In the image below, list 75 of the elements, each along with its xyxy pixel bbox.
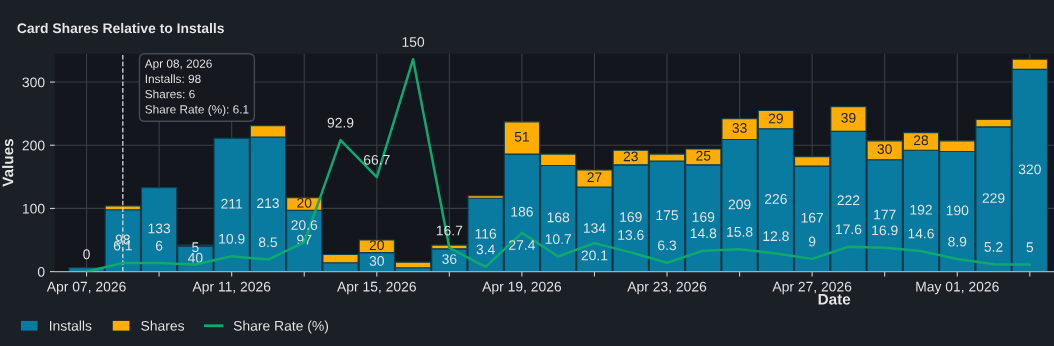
data-label: 6.3 <box>658 240 677 251</box>
data-label: 190 <box>946 205 969 216</box>
data-label: 27 <box>587 172 602 183</box>
y-axis-title: Values <box>2 139 14 187</box>
data-label: 150 <box>402 36 425 47</box>
data-label: 320 <box>1018 164 1041 175</box>
data-label: 209 <box>728 199 751 210</box>
legend-label: Shares <box>141 320 185 331</box>
data-label: 28 <box>913 135 929 146</box>
data-label: 39 <box>841 112 856 123</box>
data-label: 8.9 <box>948 236 967 247</box>
data-label: 222 <box>837 195 860 206</box>
x-tick-label: Apr 15, 2026 <box>337 281 416 295</box>
data-label: 20.6 <box>291 220 318 230</box>
x-tick-label: Apr 27, 2026 <box>772 281 852 295</box>
data-label: 192 <box>910 204 932 215</box>
data-label: 186 <box>511 206 533 217</box>
data-label: 211 <box>221 198 243 209</box>
x-tick-label: Apr 07, 2026 <box>46 281 126 295</box>
data-label: 10.9 <box>219 233 245 244</box>
y-tick-label: 200 <box>22 140 45 151</box>
data-label: 168 <box>547 212 570 223</box>
x-tick-label: May 01, 2026 <box>916 281 999 295</box>
data-label: 20 <box>369 240 384 251</box>
data-label: 14.6 <box>908 228 934 239</box>
data-label: 169 <box>620 212 642 222</box>
data-label: 51 <box>514 132 529 142</box>
x-tick-label: Apr 11, 2026 <box>192 281 271 295</box>
data-label: 213 <box>257 198 279 209</box>
data-label: 36 <box>442 254 457 264</box>
data-label: 169 <box>692 212 715 222</box>
data-label: 13.6 <box>618 230 644 240</box>
data-label: 9 <box>808 236 816 247</box>
data-label: 23 <box>623 151 638 162</box>
data-label: 20 <box>297 197 312 208</box>
annotation: Apr 08, 2026 Installs: 98 Shares: 6 Share Rate (%): 6.1 <box>144 59 249 116</box>
data-label: 3.4 <box>476 244 495 255</box>
data-label: 133 <box>148 223 171 234</box>
data-label: 14.8 <box>690 228 717 239</box>
data-label: 6 <box>155 240 163 251</box>
legend-label: Installs <box>49 320 92 331</box>
data-label: 134 <box>583 223 606 234</box>
data-label: 40 <box>187 252 203 263</box>
chart-title: Card Shares Relative to Installs <box>17 22 224 34</box>
data-label: 175 <box>656 210 679 221</box>
data-label: 30 <box>369 256 384 266</box>
y-tick-label: 0 <box>37 266 45 277</box>
data-label: 229 <box>982 193 1005 203</box>
x-tick-label: Apr 19, 2026 <box>482 281 562 295</box>
data-label: 27.4 <box>509 240 536 250</box>
data-label: 29 <box>768 113 783 124</box>
data-label: 33 <box>732 123 747 133</box>
data-label: 15.8 <box>727 226 753 237</box>
data-label: 5.2 <box>984 241 1003 252</box>
data-label: 12.8 <box>763 231 789 242</box>
data-label: 226 <box>764 194 787 204</box>
data-label: 5 <box>1026 242 1034 253</box>
y-tick-label: 100 <box>22 203 45 214</box>
data-label: 92.9 <box>327 117 354 128</box>
x-axis-title: Date <box>818 293 851 305</box>
x-tick-label: Apr 23, 2026 <box>627 281 707 295</box>
data-label: 10.7 <box>545 234 571 244</box>
data-label: 0 <box>83 249 90 260</box>
data-label: 167 <box>801 212 824 223</box>
data-label: 16.9 <box>872 225 898 236</box>
legend-label: Share Rate (%) <box>233 320 329 334</box>
data-label: 116 <box>475 228 497 239</box>
data-label: 30 <box>877 144 892 155</box>
data-label: 8.5 <box>258 237 278 248</box>
data-label: 20.1 <box>581 250 608 261</box>
data-label: 25 <box>696 150 711 161</box>
y-tick-label: 300 <box>22 77 45 88</box>
data-label: 177 <box>874 209 896 220</box>
data-label: 17.6 <box>835 224 862 235</box>
data-label: 5 <box>192 242 199 253</box>
